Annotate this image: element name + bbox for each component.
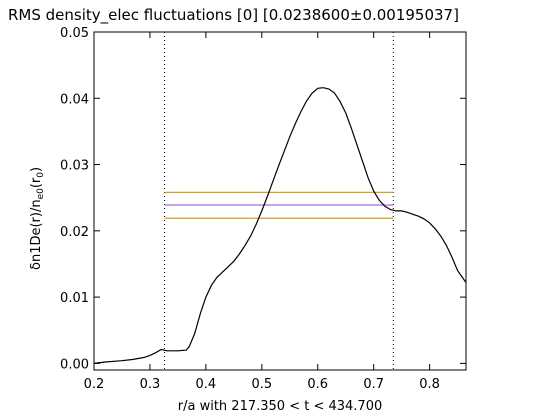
y-tick-label: 0.03 [60,159,89,174]
y-axis-title-main: δn1De(r)/n [29,199,44,270]
x-tick-label: 0.8 [419,377,440,392]
y-tick-label: 0.04 [60,92,89,107]
y-axis-title-end: ) [29,167,44,172]
x-tick-label: 0.7 [363,377,384,392]
x-tick-label: 0.6 [307,377,328,392]
x-tick-label: 0.4 [196,377,217,392]
chart-title: RMS density_elec fluctuations [0] [0.023… [8,6,459,25]
plot-frame [93,31,467,371]
x-tick-label: 0.2 [84,377,105,392]
y-tick-label: 0.01 [60,291,89,306]
y-axis-title-sub2: 0 [36,172,46,178]
x-tick-label: 0.3 [140,377,161,392]
y-axis-ticks: 0.00 0.01 0.02 0.03 0.04 0.05 [60,26,466,372]
reference-horizontal-lines [164,191,394,219]
y-tick-label: 0.05 [60,26,89,41]
y-tick-label: 0.02 [60,225,89,240]
y-axis-title-sub1: e0 [36,188,46,200]
series-line [93,87,467,364]
x-axis-ticks: 0.2 0.3 0.4 0.5 0.6 0.7 0.8 [84,32,440,392]
x-tick-label: 0.5 [251,377,272,392]
y-axis-title: δn1De(r)/ne0(r0) [29,167,46,270]
reference-vertical-lines [163,32,394,370]
y-axis-title-mid: (r [29,177,44,188]
x-axis-title: r/a with 217.350 < t < 434.700 [178,399,382,414]
y-tick-label: 0.00 [60,357,89,372]
data-series [93,87,467,364]
